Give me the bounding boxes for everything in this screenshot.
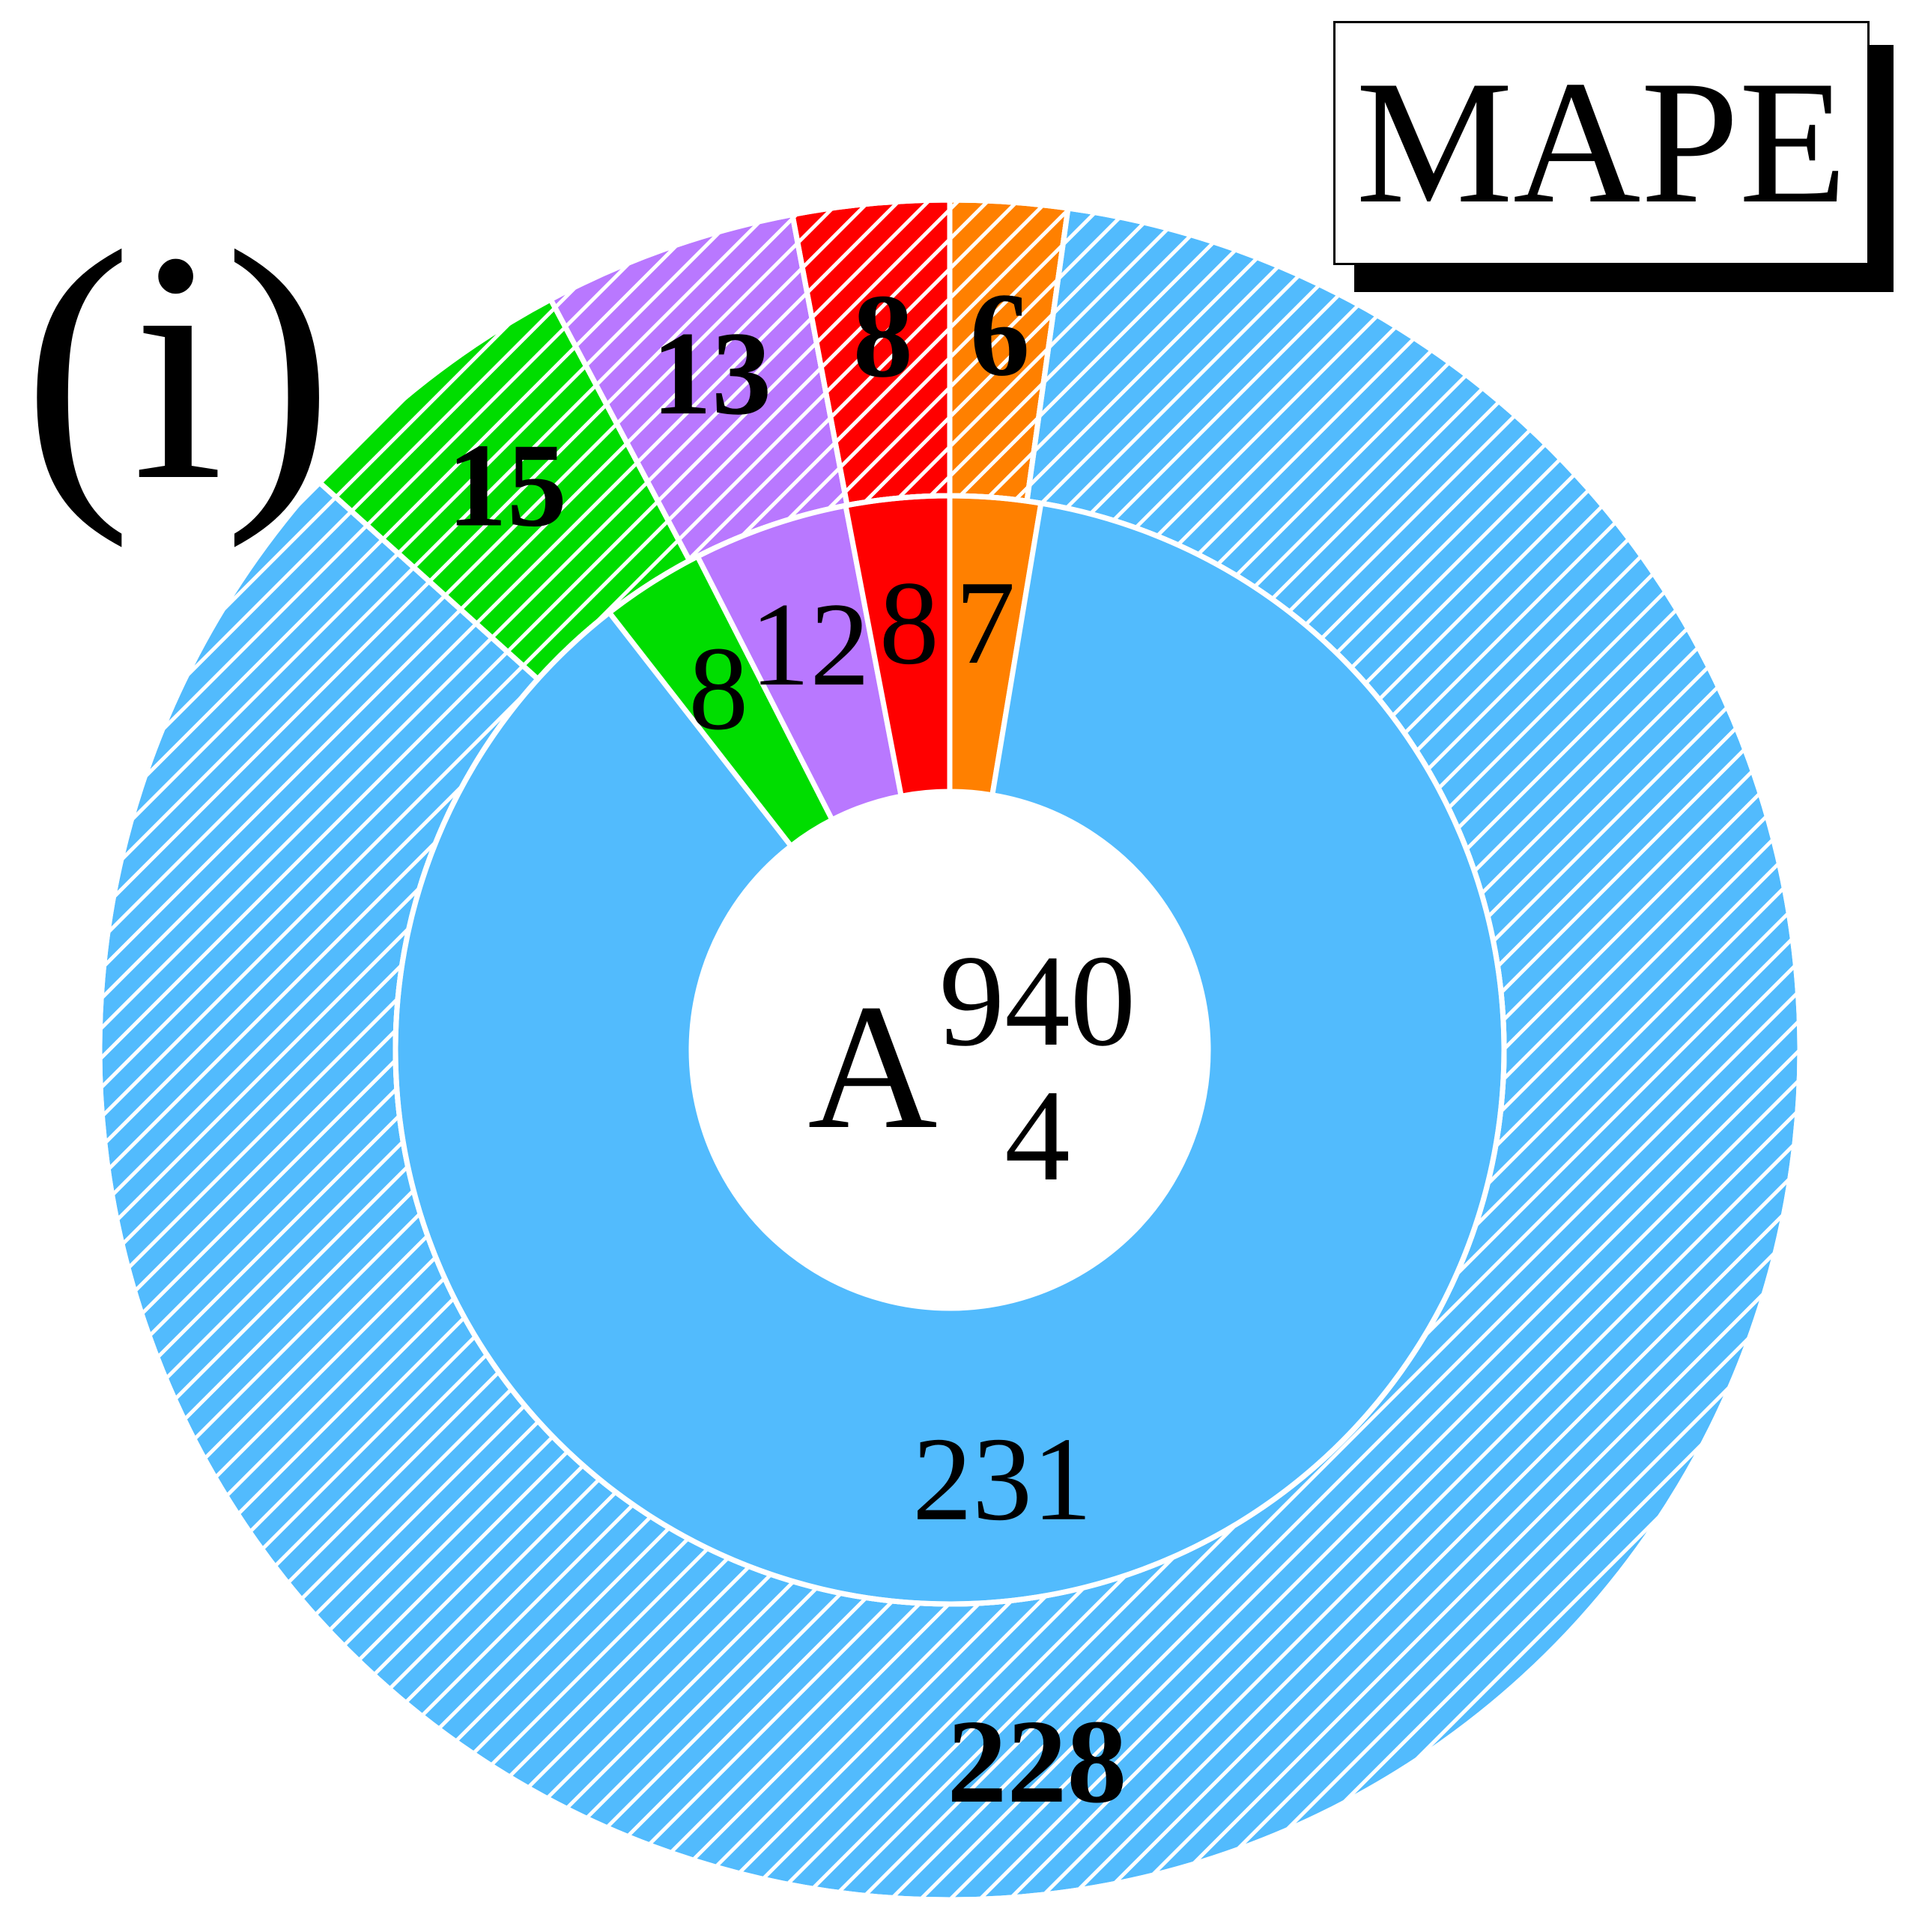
center-base-text: A bbox=[807, 967, 937, 1166]
outer-slice-label-2: 15 bbox=[447, 419, 567, 552]
outer-slice-label-1: 228 bbox=[947, 1695, 1127, 1828]
outer-slice-label-0: 6 bbox=[970, 267, 1030, 401]
legend-label: MAPE bbox=[1356, 45, 1847, 240]
center-label: A 940 4 bbox=[807, 928, 1136, 1208]
inner-slice-label-1: 231 bbox=[912, 1412, 1092, 1546]
outer-slice-label-3: 13 bbox=[652, 306, 771, 440]
center-subscript-text: 4 bbox=[1004, 1063, 1070, 1208]
center-superscript-text: 940 bbox=[939, 928, 1136, 1073]
panel-label: (i) bbox=[22, 184, 334, 549]
outer-slice-label-4: 8 bbox=[853, 269, 913, 402]
inner-ring bbox=[392, 493, 1507, 1607]
inner-slice-label-2: 8 bbox=[688, 622, 748, 755]
inner-slice-label-4: 8 bbox=[879, 556, 939, 690]
inner-slice-label-0: 7 bbox=[955, 556, 1015, 689]
outer-ring bbox=[97, 197, 1803, 1903]
inner-slice-label-3: 12 bbox=[750, 577, 870, 711]
legend-box: MAPE bbox=[1333, 21, 1870, 265]
ring-separator bbox=[392, 493, 1507, 1607]
